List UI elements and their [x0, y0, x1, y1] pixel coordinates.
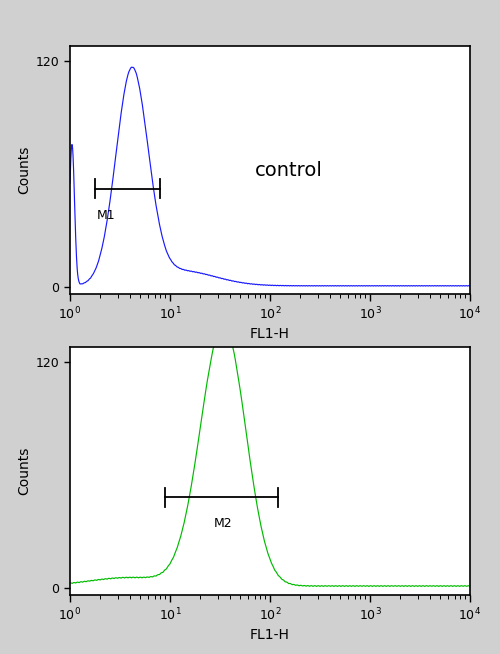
Y-axis label: Counts: Counts — [18, 447, 32, 495]
X-axis label: FL1-H: FL1-H — [250, 327, 290, 341]
Text: M1: M1 — [97, 209, 116, 222]
X-axis label: FL1-H: FL1-H — [250, 628, 290, 642]
Text: control: control — [255, 160, 323, 180]
Y-axis label: Counts: Counts — [18, 146, 32, 194]
Text: M2: M2 — [214, 517, 232, 530]
